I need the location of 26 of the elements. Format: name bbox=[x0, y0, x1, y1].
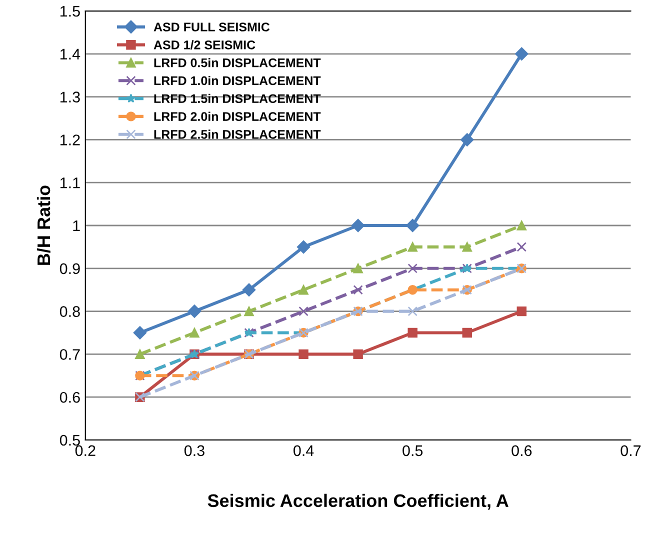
legend-label: ASD FULL SEISMIC bbox=[154, 22, 270, 32]
y-tick-label: 1.5 bbox=[60, 6, 80, 17]
x-tick-label: 0.6 bbox=[512, 445, 532, 456]
y-tick-label: 0.7 bbox=[60, 349, 80, 360]
y-tick-label: 1 bbox=[73, 220, 80, 232]
y-tick-label: 0.5 bbox=[60, 434, 80, 446]
x-tick-label: 0.2 bbox=[75, 445, 96, 456]
y-tick-label: 1.1 bbox=[60, 178, 80, 188]
y-tick-label: 0.6 bbox=[60, 392, 80, 403]
legend-label: LRFD 2.0in DISPLACEMENT bbox=[154, 112, 321, 121]
y-tick-label: 1.3 bbox=[60, 92, 80, 102]
y-tick-label: 1.4 bbox=[60, 48, 80, 60]
legend-label: LRFD 0.5in DISPLACEMENT bbox=[154, 58, 321, 68]
legend-label: LRFD 2.5in DISPLACEMENT bbox=[154, 130, 321, 139]
x-axis-title: Seismic Acceleration Coefficient, A bbox=[208, 494, 508, 510]
legend-label: LRFD 1.0in DISPLACEMENT bbox=[154, 76, 321, 86]
y-tick-label: 0.8 bbox=[60, 306, 80, 317]
legend-label: LRFD 1.5in DISPLACEMENT bbox=[154, 94, 321, 104]
x-tick-label: 0.3 bbox=[184, 445, 204, 456]
y-tick-label: 0.9 bbox=[60, 263, 80, 274]
x-tick-label: 0.7 bbox=[620, 445, 641, 456]
x-tick-label: 0.4 bbox=[294, 445, 314, 456]
legend-label: ASD 1/2 SEISMIC bbox=[154, 40, 256, 50]
y-axis-title: B/H Ratio bbox=[36, 186, 50, 265]
x-tick-label: 0.5 bbox=[402, 445, 423, 456]
y-tick-label: 1.2 bbox=[60, 134, 80, 146]
